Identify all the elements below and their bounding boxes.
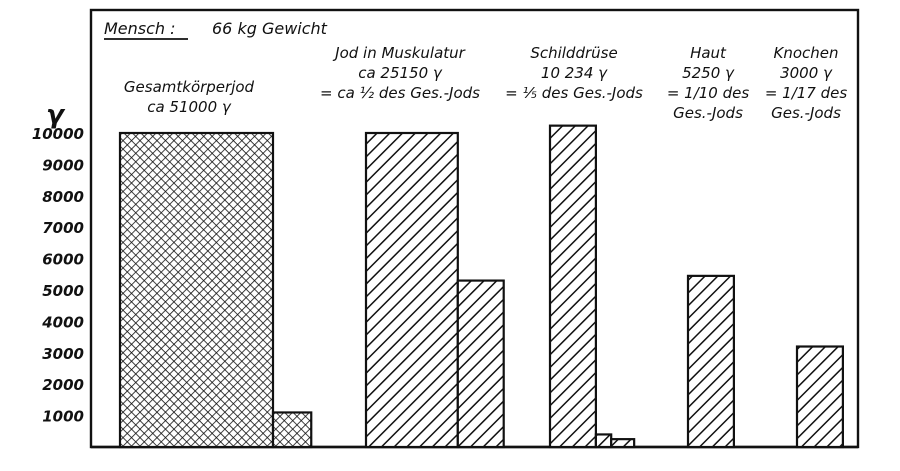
bar-segment bbox=[548, 124, 598, 449]
bar-segment bbox=[686, 274, 736, 449]
bar-group-label-line: = 1/17 des bbox=[765, 84, 848, 102]
bar-group-label-line: 10 234 γ bbox=[541, 64, 608, 82]
bars bbox=[118, 124, 845, 449]
bar-group-label-line: Gesamtkörperjod bbox=[124, 78, 255, 96]
y-tick-label: 9000 bbox=[42, 156, 84, 174]
bar-group-label-line: = ca ½ des Ges.-Jods bbox=[320, 84, 480, 102]
y-tick-label: 10000 bbox=[32, 125, 84, 143]
bar-segment bbox=[118, 131, 275, 449]
bar-group-label-line: 5250 γ bbox=[682, 64, 735, 82]
bar-group-label-line: Haut bbox=[690, 44, 727, 62]
bar-group-label-line: Ges.-Jods bbox=[771, 104, 841, 122]
bar-group-label-line: Ges.-Jods bbox=[673, 104, 743, 122]
y-tick-label: 3000 bbox=[42, 345, 84, 363]
bar-group-label-line: Knochen bbox=[773, 44, 838, 62]
bar-group-label-line: Jod in Muskulatur bbox=[332, 44, 466, 62]
bar-segment bbox=[795, 345, 845, 449]
bar-segment bbox=[594, 433, 613, 449]
bar-group-label-line: Schilddrüse bbox=[530, 44, 617, 62]
chart-title: Mensch : bbox=[104, 19, 176, 38]
y-axis-unit-label: γ bbox=[46, 100, 66, 130]
y-tick-label: 8000 bbox=[42, 188, 84, 206]
y-tick-label: 4000 bbox=[41, 313, 84, 331]
y-tick-label: 7000 bbox=[42, 219, 84, 237]
bar-segment bbox=[271, 411, 313, 449]
bar-group-label-line: = ⅕ des Ges.-Jods bbox=[505, 84, 643, 102]
y-tick-label: 5000 bbox=[42, 282, 84, 300]
bar-group-label-line: = 1/10 des bbox=[667, 84, 750, 102]
y-tick-label: 6000 bbox=[42, 251, 84, 269]
bar-segment bbox=[364, 131, 459, 449]
bar-group-label-line: ca 25150 γ bbox=[358, 64, 443, 82]
bar-labels: Gesamtkörperjod ca 51000 γ Jod in Muskulat… bbox=[124, 44, 847, 122]
y-tick-label: 1000 bbox=[42, 408, 84, 426]
bar-group-label-line: 3000 γ bbox=[780, 64, 833, 82]
chart-subtitle: 66 kg Gewicht bbox=[212, 19, 328, 38]
bar-segment bbox=[610, 438, 636, 449]
bar-group-label-line: ca 51000 γ bbox=[147, 98, 232, 116]
y-axis-ticks: 1000 2000 3000 4000 5000 6000 7000 8000 9000 1000… bbox=[32, 125, 84, 426]
y-tick-label: 2000 bbox=[42, 376, 84, 394]
bar-segment bbox=[456, 279, 505, 449]
